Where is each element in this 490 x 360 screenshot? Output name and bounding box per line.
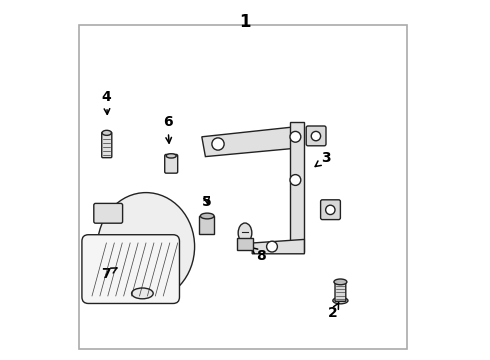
Text: 1: 1 (239, 13, 251, 31)
Ellipse shape (132, 288, 153, 299)
FancyBboxPatch shape (237, 238, 253, 250)
Ellipse shape (166, 154, 176, 158)
FancyBboxPatch shape (320, 200, 341, 220)
Polygon shape (202, 126, 303, 157)
Circle shape (290, 131, 301, 142)
FancyBboxPatch shape (94, 203, 122, 223)
Circle shape (326, 205, 335, 215)
Text: 6: 6 (163, 116, 172, 143)
Text: 7: 7 (101, 267, 117, 280)
FancyBboxPatch shape (335, 282, 346, 301)
Ellipse shape (334, 279, 347, 285)
Ellipse shape (98, 193, 195, 301)
Circle shape (311, 131, 320, 141)
Text: 4: 4 (101, 90, 111, 114)
FancyBboxPatch shape (290, 122, 304, 252)
Ellipse shape (102, 130, 111, 135)
Ellipse shape (238, 223, 252, 243)
Ellipse shape (200, 213, 214, 219)
Ellipse shape (333, 297, 348, 304)
Text: 3: 3 (315, 152, 331, 167)
Circle shape (290, 175, 301, 185)
FancyBboxPatch shape (102, 132, 112, 158)
Circle shape (267, 241, 277, 252)
FancyBboxPatch shape (199, 216, 215, 234)
FancyBboxPatch shape (306, 126, 326, 146)
Circle shape (212, 138, 224, 150)
Polygon shape (252, 239, 304, 254)
FancyBboxPatch shape (165, 154, 178, 173)
Text: 5: 5 (202, 195, 212, 208)
Text: 2: 2 (328, 303, 339, 320)
Text: 8: 8 (251, 247, 266, 262)
FancyBboxPatch shape (82, 235, 179, 303)
